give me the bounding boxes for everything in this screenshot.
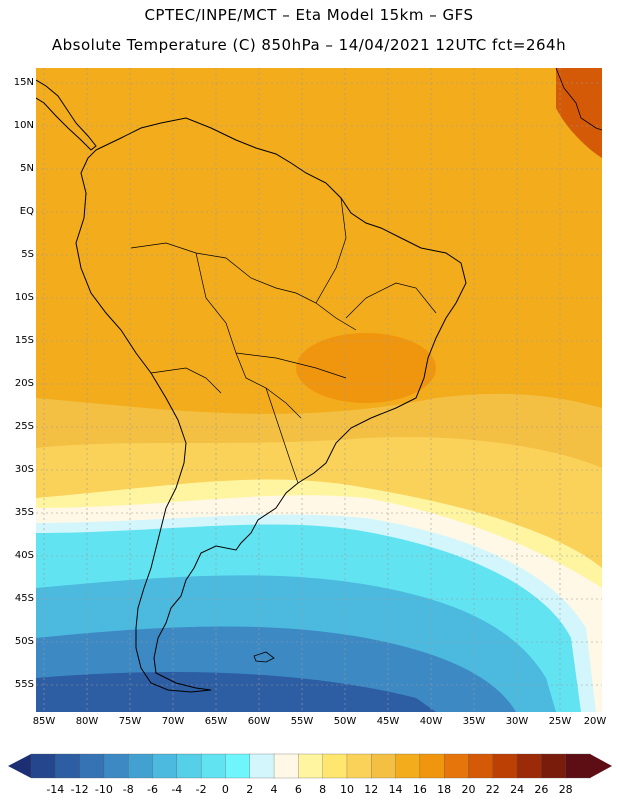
colorbar-swatch	[30, 753, 56, 779]
lon-label: 45W	[376, 716, 400, 727]
colorbar-tick-label: 28	[558, 783, 573, 796]
lon-label: 20W	[583, 716, 607, 727]
lat-label: 35S	[14, 507, 34, 518]
lon-label: 35W	[462, 716, 486, 727]
lon-label: 60W	[247, 716, 271, 727]
colorbar-tick-label: 24	[510, 783, 525, 796]
lon-label: 85W	[32, 716, 56, 727]
caribbean-islands	[555, 68, 602, 131]
lon-label: 75W	[118, 716, 142, 727]
colorbar-swatch	[298, 753, 324, 779]
colorbar	[8, 753, 612, 779]
colorbar-tick-label: -14	[46, 783, 65, 796]
colorbar-swatch	[200, 753, 227, 779]
colorbar-tick-label: -8	[122, 783, 134, 796]
colorbar-tick-label: 14	[388, 783, 403, 796]
lat-label: 45S	[14, 593, 34, 604]
colorbar-tick-label: -6	[147, 783, 158, 796]
colorbar-tick-label: 8	[319, 783, 327, 796]
lon-label: 40W	[419, 716, 443, 727]
lon-label: 25W	[548, 716, 572, 727]
colorbar-tick-label: 18	[437, 783, 452, 796]
colorbar-tick-label: 4	[270, 783, 278, 796]
colorbar-swatch	[468, 753, 494, 779]
colorbar-swatch	[176, 753, 202, 779]
colorbar-swatch	[371, 753, 397, 779]
lon-label: 70W	[161, 716, 185, 727]
colorbar-swatch	[249, 753, 275, 779]
colorbar-swatch	[152, 753, 178, 779]
colorbar-tick-label: -2	[195, 783, 207, 796]
colorbar-tick-label: -4	[171, 783, 183, 796]
lat-label: 5S	[21, 249, 34, 260]
lat-label: 10N	[13, 120, 34, 131]
lon-label: 50W	[333, 716, 357, 727]
colorbar-swatch	[346, 753, 372, 779]
lat-lon-grid	[36, 68, 602, 712]
lat-label: 55S	[14, 679, 34, 690]
colorbar-swatch	[444, 753, 470, 779]
temperature-map	[36, 68, 602, 712]
colorbar-swatch	[322, 753, 348, 779]
colorbar-swatch	[419, 753, 445, 779]
lat-label: EQ	[19, 206, 34, 217]
lat-label: 10S	[14, 292, 34, 303]
colorbar-swatch	[516, 753, 543, 779]
colorbar-tick-label: 0	[221, 783, 229, 796]
colorbar-tick-label: 2	[246, 783, 254, 796]
colorbar-swatch	[395, 753, 421, 779]
lat-label: 20S	[14, 378, 34, 389]
lon-label: 55W	[290, 716, 314, 727]
colorbar-tick-label: -12	[70, 783, 89, 796]
colorbar-swatch	[225, 753, 251, 779]
colorbar-swatch	[55, 753, 81, 779]
temp-band-m12	[36, 672, 436, 712]
colorbar-swatch	[79, 753, 105, 779]
colorbar-swatch	[273, 753, 299, 779]
lon-label: 30W	[505, 716, 529, 727]
colorbar-tick-label: 16	[412, 783, 427, 796]
colorbar-tick-label: -10	[94, 783, 113, 796]
lat-label: 15S	[14, 335, 34, 346]
country-borders	[130, 197, 437, 484]
lat-label: 40S	[14, 550, 34, 561]
falkland-islands	[253, 651, 275, 663]
lon-label: 80W	[75, 716, 99, 727]
central-america-coastline	[36, 79, 97, 151]
colorbar-swatch	[565, 753, 591, 779]
colorbar-tick-label: 6	[294, 783, 302, 796]
colorbar-tick-label: 10	[339, 783, 354, 796]
colorbar-swatch	[541, 753, 567, 779]
warm-spot-brazil	[296, 333, 436, 403]
lat-label: 15N	[13, 77, 34, 88]
colorbar-swatch	[128, 753, 154, 779]
colorbar-max-arrow	[590, 754, 612, 778]
lon-label: 65W	[204, 716, 228, 727]
colorbar-min-arrow	[8, 754, 31, 778]
lat-label: 50S	[14, 636, 34, 647]
title-line-2: Absolute Temperature (C) 850hPa – 14/04/…	[51, 36, 567, 54]
south-america-coastline	[75, 117, 467, 693]
colorbar-tick-label: 12	[364, 783, 379, 796]
lat-label: 30S	[14, 464, 34, 475]
colorbar-swatch	[103, 753, 129, 779]
colorbar-tick-label: 20	[461, 783, 476, 796]
colorbar-tick-label: 26	[534, 783, 549, 796]
title-line-1: CPTEC/INPE/MCT – Eta Model 15km – GFS	[144, 6, 474, 24]
colorbar-swatch	[492, 753, 518, 779]
lat-label: 5N	[20, 163, 34, 174]
lat-label: 25S	[14, 421, 34, 432]
colorbar-tick-label: 22	[485, 783, 500, 796]
